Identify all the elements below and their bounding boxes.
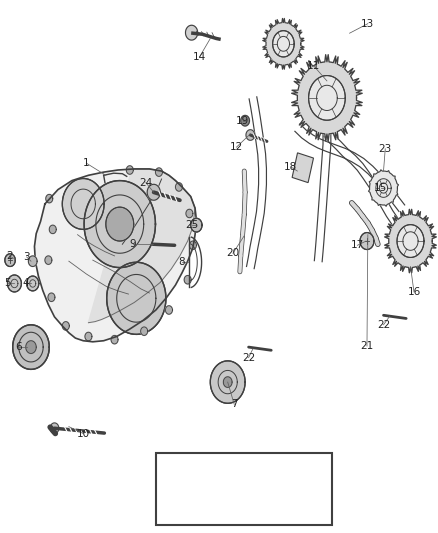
Polygon shape	[272, 31, 294, 57]
Text: 24: 24	[139, 177, 152, 188]
Polygon shape	[13, 325, 49, 369]
Text: 11: 11	[307, 61, 321, 71]
Polygon shape	[7, 275, 21, 292]
Polygon shape	[126, 166, 133, 174]
Polygon shape	[185, 25, 198, 40]
Polygon shape	[210, 361, 245, 403]
Text: 21: 21	[360, 341, 374, 351]
Polygon shape	[50, 423, 59, 433]
Text: 2: 2	[6, 251, 13, 261]
Polygon shape	[141, 327, 148, 335]
Text: 17: 17	[351, 240, 364, 251]
Polygon shape	[35, 169, 196, 342]
Polygon shape	[166, 306, 173, 314]
Polygon shape	[27, 276, 39, 291]
Text: 7: 7	[231, 399, 237, 409]
Polygon shape	[189, 241, 196, 249]
Polygon shape	[48, 293, 55, 302]
Text: 3: 3	[23, 252, 30, 262]
Polygon shape	[62, 321, 69, 330]
Polygon shape	[147, 184, 160, 200]
Polygon shape	[263, 18, 304, 69]
Polygon shape	[26, 341, 36, 353]
Polygon shape	[49, 225, 56, 233]
Text: 9: 9	[130, 239, 136, 249]
Polygon shape	[45, 256, 52, 264]
Text: 25: 25	[185, 220, 199, 230]
Polygon shape	[176, 183, 183, 191]
Bar	[156, 453, 332, 525]
Polygon shape	[397, 224, 424, 257]
Text: 14: 14	[193, 52, 206, 62]
Polygon shape	[88, 169, 195, 322]
Polygon shape	[241, 115, 250, 126]
Polygon shape	[46, 195, 53, 203]
Polygon shape	[106, 207, 134, 241]
Polygon shape	[111, 335, 118, 344]
Polygon shape	[85, 332, 92, 341]
Text: 23: 23	[378, 144, 392, 154]
Text: 22: 22	[242, 353, 255, 362]
Text: 1: 1	[83, 158, 89, 168]
Polygon shape	[385, 209, 436, 273]
Polygon shape	[360, 232, 374, 249]
Bar	[292, 153, 314, 183]
Polygon shape	[155, 168, 162, 176]
Polygon shape	[292, 55, 362, 141]
Text: 8: 8	[179, 257, 185, 267]
Text: 5: 5	[5, 278, 11, 288]
Text: 13: 13	[361, 19, 374, 29]
Polygon shape	[186, 209, 193, 217]
Text: 4: 4	[22, 278, 28, 288]
Polygon shape	[309, 76, 345, 120]
Polygon shape	[184, 276, 191, 284]
Text: 12: 12	[230, 142, 243, 152]
Polygon shape	[107, 262, 166, 334]
Text: 22: 22	[377, 320, 390, 330]
Polygon shape	[246, 130, 254, 140]
Text: 10: 10	[77, 429, 90, 439]
Polygon shape	[223, 377, 232, 387]
Polygon shape	[191, 218, 202, 232]
Text: 6: 6	[15, 342, 22, 352]
Polygon shape	[62, 179, 104, 229]
Text: 16: 16	[407, 287, 420, 297]
Polygon shape	[28, 256, 37, 266]
Polygon shape	[5, 254, 15, 266]
Text: 15: 15	[374, 183, 388, 193]
Text: 20: 20	[226, 248, 240, 259]
Text: 18: 18	[284, 162, 297, 172]
Polygon shape	[84, 181, 155, 268]
Text: 19: 19	[237, 116, 250, 126]
Polygon shape	[368, 170, 399, 206]
